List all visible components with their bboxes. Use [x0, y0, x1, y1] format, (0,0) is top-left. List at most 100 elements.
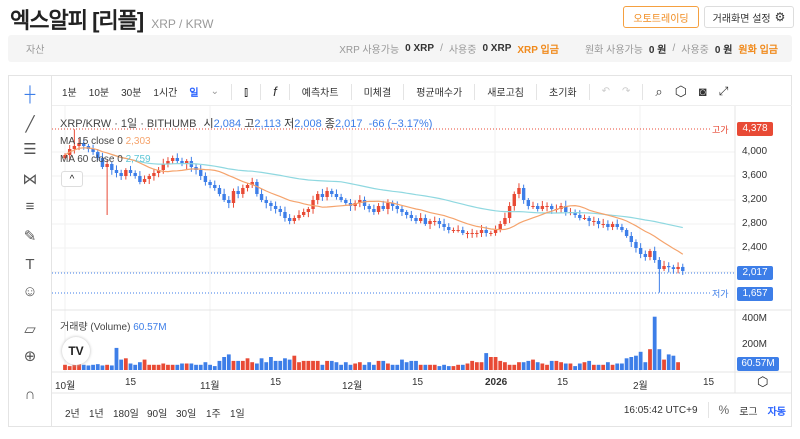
volume-bar: [414, 360, 418, 370]
interval-10m[interactable]: 10분: [88, 88, 110, 99]
auto-toggle[interactable]: 자동: [767, 406, 786, 418]
candle-type-icon[interactable]: ⫾: [243, 83, 249, 99]
volume-bar: [535, 362, 540, 370]
crosshair-icon[interactable]: ┼: [24, 86, 36, 103]
high-value: 2,113: [254, 118, 282, 130]
range-30d[interactable]: 30일: [176, 409, 197, 420]
candle-body: [418, 218, 423, 221]
range-2y[interactable]: 2년: [65, 409, 80, 420]
trend-line-icon[interactable]: ╱: [25, 116, 35, 133]
candle-body: [306, 209, 311, 212]
interval-1m[interactable]: 1분: [62, 88, 77, 99]
volume-bar: [563, 363, 568, 370]
candle-body: [638, 248, 643, 254]
horizontal-lines-icon[interactable]: ☰: [23, 141, 37, 158]
candle-body: [676, 266, 680, 269]
volume-bar: [189, 363, 194, 370]
volume-bar: [498, 360, 503, 370]
volume-bar: [114, 347, 119, 370]
volume-value: 60.57M: [133, 322, 167, 333]
candle-body: [681, 266, 685, 271]
candle-body: [231, 191, 236, 203]
candle-body: [250, 182, 254, 185]
interval-1d[interactable]: 일: [189, 88, 199, 99]
forecast-chart-button[interactable]: 예측차트: [301, 88, 339, 99]
log-toggle[interactable]: 로그: [739, 406, 758, 418]
fib-icon[interactable]: ≡: [25, 198, 35, 215]
range-1d[interactable]: 1일: [230, 409, 245, 420]
volume-bar: [657, 349, 662, 370]
refresh-button[interactable]: 새로고침: [487, 88, 525, 99]
interval-1h[interactable]: 1시간: [153, 88, 178, 99]
time-label: 12월: [342, 381, 363, 392]
fullscreen-icon[interactable]: ⤢: [718, 84, 729, 98]
candle-body: [269, 203, 273, 206]
avg-buy-price-button[interactable]: 평균매수가: [416, 88, 463, 99]
settings-button[interactable]: 거래화면 설정 ⚙: [704, 6, 794, 28]
volume-bar: [77, 363, 81, 370]
settings-hex-icon[interactable]: ⬡: [674, 83, 687, 99]
ma15-label: MA 15 close 0: [60, 136, 123, 147]
candle-body: [512, 194, 516, 206]
candle-body: [208, 182, 212, 185]
candle-body: [222, 194, 226, 200]
candle-body: [376, 206, 381, 212]
text-icon[interactable]: T: [25, 256, 35, 273]
close-label: 종: [324, 118, 335, 130]
volume-bar: [432, 364, 437, 370]
ruler-icon[interactable]: ▱: [24, 321, 36, 338]
candle-body: [63, 155, 67, 158]
open-orders-button[interactable]: 미체결: [363, 88, 392, 99]
xrp-deposit-link[interactable]: XRP 입금: [517, 45, 559, 56]
axis-settings-icon[interactable]: ⬡: [757, 374, 769, 389]
volume-bar: [591, 364, 596, 370]
volume-bar: [95, 364, 100, 370]
candle-body: [442, 224, 446, 227]
redo-icon[interactable]: ↷: [622, 86, 631, 97]
camera-icon[interactable]: ◙: [698, 84, 707, 99]
volume-bar: [381, 360, 386, 370]
krw-available-value: 0 원: [648, 45, 667, 56]
candle-body: [615, 224, 619, 227]
volume-bar: [231, 360, 236, 370]
undo-icon[interactable]: ↶: [601, 86, 611, 97]
candle-body: [133, 173, 137, 176]
volume-bar: [676, 362, 680, 370]
collapse-legend-button[interactable]: ^: [61, 171, 83, 187]
pattern-icon[interactable]: ⋈: [22, 171, 38, 188]
time-label: 15: [703, 377, 715, 388]
auto-trading-button[interactable]: 오토트레이딩: [623, 6, 699, 28]
percent-toggle[interactable]: %: [718, 403, 730, 417]
zoom-search-icon[interactable]: ⌕: [655, 83, 663, 99]
volume-bar: [442, 364, 446, 370]
volume-bar: [184, 363, 189, 370]
zoom-in-icon[interactable]: ⊕: [23, 348, 37, 365]
low-marker-label: 저가: [712, 289, 729, 299]
chevron-down-icon[interactable]: ⌄: [210, 86, 219, 97]
gear-icon: ⚙: [774, 10, 786, 24]
candle-body: [634, 242, 638, 248]
range-180d[interactable]: 180일: [113, 409, 139, 420]
candle-body: [184, 161, 189, 164]
tradingview-logo[interactable]: TV: [62, 337, 90, 365]
indicators-icon[interactable]: f: [273, 84, 277, 99]
interval-30m[interactable]: 30분: [121, 88, 142, 99]
range-1y[interactable]: 1년: [89, 409, 104, 420]
chart-legend: XRP/KRW · 1일 · BITHUMB 시2,084 고2,113 저2,…: [60, 115, 432, 131]
range-1w[interactable]: 1주: [206, 409, 221, 420]
reset-button[interactable]: 초기화: [549, 88, 577, 99]
candle-body: [521, 188, 526, 200]
range-90d[interactable]: 90일: [147, 409, 168, 420]
brush-icon[interactable]: ✎: [23, 228, 37, 245]
header: 엑스알피 [리플] XRP / KRW: [10, 3, 213, 35]
emoji-icon[interactable]: ☺: [22, 283, 38, 300]
volume-bar: [353, 363, 358, 370]
krw-in-use-value: 0 원: [714, 45, 733, 56]
magnet-icon[interactable]: ∩: [24, 386, 36, 403]
candle-body: [339, 197, 343, 200]
candle-body: [152, 173, 156, 176]
candle-body: [77, 143, 81, 146]
volume-bar: [343, 362, 348, 370]
krw-deposit-link[interactable]: 원화 입금: [738, 45, 778, 56]
